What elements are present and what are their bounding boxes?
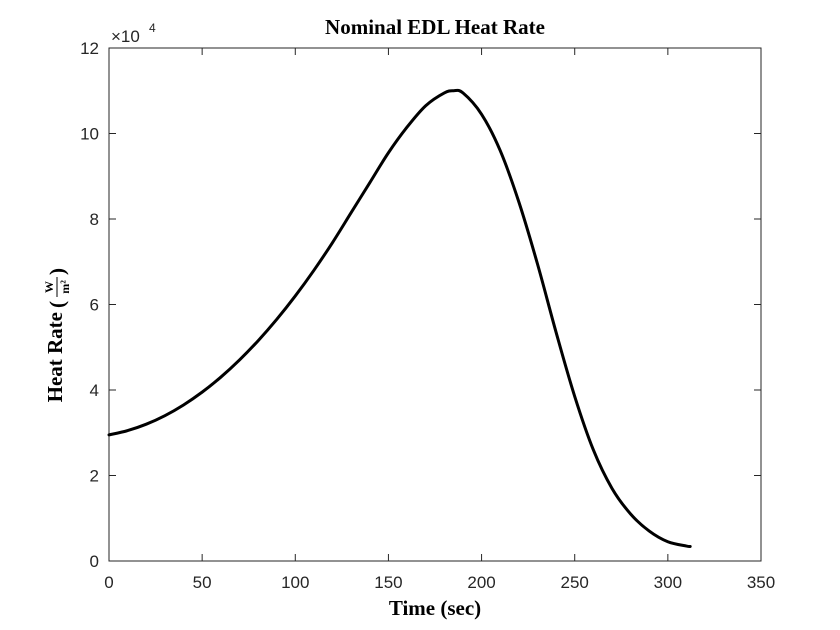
axis-ticks <box>108 47 762 562</box>
chart-title: Nominal EDL Heat Rate <box>325 15 545 39</box>
y-tick-label: 6 <box>90 296 99 315</box>
y-exponent-base: ×10 <box>111 27 140 46</box>
y-tick-label: 10 <box>80 125 99 144</box>
y-tick-labels: 0 2 4 6 8 10 12 <box>80 39 99 571</box>
y-axis-label: Heat Rate ( W m² ) <box>42 268 72 402</box>
axes-box <box>108 47 762 562</box>
x-tick-label: 50 <box>193 573 212 592</box>
y-tick-label: 0 <box>90 552 99 571</box>
y-exponent-power: 4 <box>149 21 156 35</box>
x-tick-label: 0 <box>104 573 113 592</box>
x-tick-label: 100 <box>281 573 309 592</box>
x-axis-label: Time (sec) <box>389 596 481 620</box>
y-axis-unit-paren-close: ) <box>45 268 69 275</box>
y-tick-label: 8 <box>90 210 99 229</box>
y-tick-label: 12 <box>80 39 99 58</box>
y-axis-unit-paren-open: ( <box>45 301 69 308</box>
y-tick-label: 2 <box>90 467 99 486</box>
plot-area: 0 50 100 150 200 250 300 350 0 2 4 6 8 10 12 <box>80 39 775 592</box>
y-axis-label-text: Heat Rate <box>43 312 67 402</box>
y-axis-unit-numerator: W <box>42 281 56 293</box>
x-tick-label: 350 <box>747 573 775 592</box>
x-tick-labels: 0 50 100 150 200 250 300 350 <box>104 573 775 592</box>
y-axis-exponent: ×10 4 <box>111 21 156 46</box>
x-tick-label: 200 <box>467 573 495 592</box>
x-tick-label: 150 <box>374 573 402 592</box>
y-tick-label: 4 <box>90 381 99 400</box>
series-line-heat-rate <box>107 88 692 549</box>
x-tick-label: 250 <box>561 573 589 592</box>
x-tick-label: 300 <box>654 573 682 592</box>
y-axis-unit-denominator: m² <box>58 280 72 294</box>
